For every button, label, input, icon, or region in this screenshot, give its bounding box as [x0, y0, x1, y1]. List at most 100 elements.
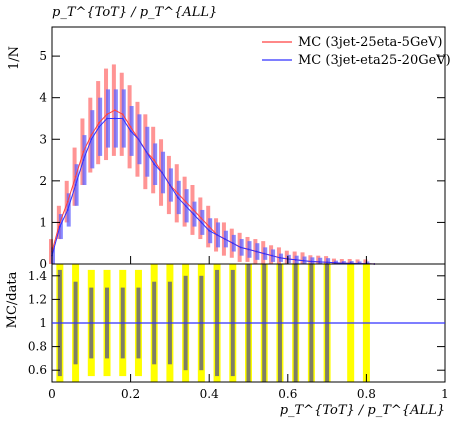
main-point-s0-16 [176, 192, 179, 195]
main-point-s0-6 [98, 121, 101, 124]
main-band-s1-6 [98, 97, 103, 156]
main-point-s1-35 [326, 261, 328, 264]
main-point-s0-3 [74, 175, 77, 178]
main-ytick-label-2: 2 [39, 174, 47, 188]
main-band-s1-35 [326, 258, 331, 264]
main-band-s1-40 [365, 261, 370, 264]
main-band-s1-9 [121, 89, 126, 148]
main-point-s1-12 [145, 150, 148, 153]
main-point-s1-10 [129, 130, 132, 132]
main-band-s1-1 [58, 214, 63, 240]
xtick-label-1: 0.2 [121, 387, 140, 401]
main-point-s1-22 [224, 238, 226, 240]
main-y-label: 1/N [7, 46, 22, 70]
main-band-s1-39 [357, 261, 362, 264]
legend: MC (3jet-25eta-5GeV) MC (3jet-eta25-20Ge… [262, 35, 451, 68]
main-band-s1-34 [318, 257, 323, 264]
main-point-s1-16 [176, 196, 179, 199]
main-point-s0-18 [192, 209, 195, 211]
main-point-s1-1 [58, 225, 61, 228]
xtick-label-4: 0.8 [357, 387, 376, 401]
main-ytick-label-5: 5 [39, 49, 47, 63]
main-panel-series [51, 109, 376, 265]
legend-label-1: MC (3jet-eta25-20GeV) [298, 53, 451, 68]
main-point-s1-17 [184, 204, 187, 207]
main-ytick-label-4: 4 [39, 91, 47, 105]
main-point-s1-9 [121, 117, 124, 120]
main-band-s1-2 [66, 193, 71, 227]
main-point-s1-5 [90, 138, 93, 141]
main-point-s1-15 [169, 184, 171, 186]
main-band-s1-19 [200, 209, 205, 235]
main-panel-bands [49, 64, 378, 265]
main-point-s1-2 [66, 209, 69, 211]
main-point-s1-29 [279, 256, 281, 259]
main-point-s0-4 [82, 150, 85, 153]
main-point-s0-13 [153, 159, 156, 161]
main-band-s1-17 [184, 189, 189, 223]
main-ytick-label-3: 3 [39, 132, 47, 146]
main-point-s0-19 [200, 217, 203, 220]
main-point-s1-7 [106, 117, 108, 120]
main-point-s0-9 [121, 113, 124, 116]
main-point-s0-20 [208, 225, 211, 228]
main-point-s1-25 [247, 248, 250, 251]
main-point-s1-4 [82, 159, 85, 161]
main-point-s1-19 [200, 221, 203, 224]
ratio-x-axis: 0 0.2 0.4 0.6 0.8 1 [48, 256, 449, 401]
main-point-s1-14 [161, 171, 163, 174]
main-band-s1-37 [341, 261, 346, 264]
main-point-s1-32 [302, 259, 305, 262]
main-band-s1-12 [145, 126, 150, 177]
main-point-s1-27 [263, 252, 266, 255]
main-point-s0-2 [66, 200, 69, 203]
main-point-s1-6 [98, 125, 101, 128]
main-point-s1-33 [310, 260, 313, 263]
main-y-axis: 0 1 2 3 4 5 [39, 49, 445, 271]
main-band-s1-15 [168, 168, 173, 202]
xtick-label-3: 0.6 [278, 387, 297, 401]
ratio-ytick-label-2: 1 [39, 316, 47, 330]
main-point-s1-3 [74, 184, 77, 186]
main-band-s1-3 [74, 164, 79, 206]
ratio-ytick-label-3: 1.2 [28, 292, 47, 306]
main-band-s1-5 [90, 110, 95, 169]
main-band-s1-32 [302, 256, 307, 264]
main-title: p_T^{ToT} / p_T^{ALL} [52, 5, 217, 20]
main-band-s1-36 [333, 260, 338, 264]
main-point-s1-26 [255, 250, 258, 253]
main-band-s1-10 [129, 106, 134, 156]
main-point-s1-34 [318, 261, 321, 263]
main-point-s0-7 [106, 113, 108, 116]
main-band-s1-18 [192, 201, 197, 227]
main-ytick-label-1: 1 [39, 215, 47, 229]
main-point-s0-17 [184, 200, 187, 203]
main-band-s1-4 [82, 135, 87, 185]
main-band-s1-33 [310, 257, 315, 264]
main-band-s1-22 [223, 230, 228, 248]
main-band-s1-13 [153, 143, 158, 185]
main-point-s1-8 [113, 117, 116, 120]
ratio-ytick-label-4: 1.4 [28, 269, 47, 283]
ratio-y-label: MC/data [5, 271, 20, 328]
main-point-s0-5 [90, 134, 93, 137]
xtick-label-5: 1 [441, 387, 449, 401]
main-point-s1-18 [192, 213, 195, 216]
main-point-s1-20 [208, 229, 211, 232]
main-band-s1-38 [349, 261, 354, 264]
x-axis-label: p_T^{ToT} / p_T^{ALL} [280, 403, 445, 418]
main-point-s1-28 [271, 254, 273, 257]
main-series-line-1 [51, 118, 375, 265]
main-point-s1-23 [231, 242, 234, 245]
ratio-ytick-label-0: 0.6 [28, 363, 47, 377]
main-band-s1-14 [161, 151, 166, 194]
main-point-s0-8 [113, 109, 116, 112]
main-point-s1-24 [239, 246, 242, 249]
main-point-s1-11 [137, 138, 140, 141]
legend-label-0: MC (3jet-25eta-5GeV) [298, 35, 443, 50]
xtick-label-0: 0 [48, 387, 56, 401]
main-point-s1-31 [294, 258, 297, 261]
main-band-s1-11 [137, 114, 142, 165]
main-band-s1-0 [51, 247, 55, 264]
